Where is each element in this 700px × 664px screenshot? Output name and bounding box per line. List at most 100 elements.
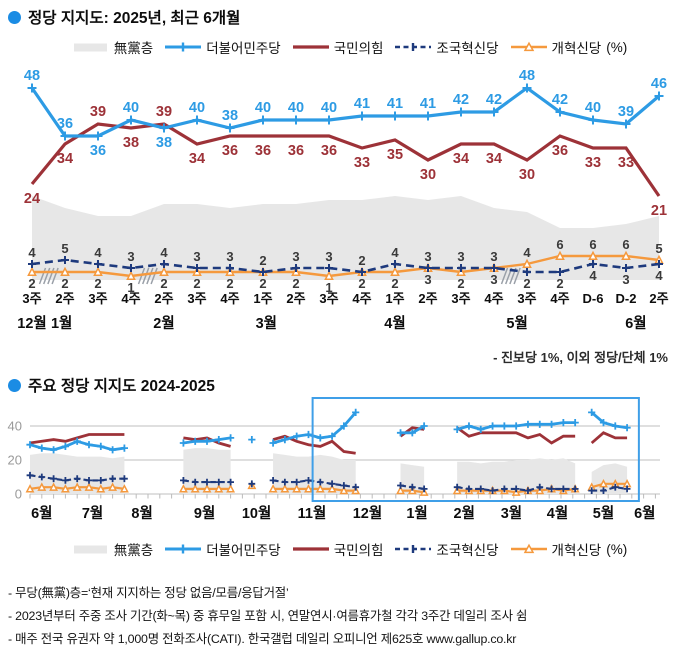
- svg-text:35: 35: [387, 147, 403, 163]
- svg-text:2월: 2월: [454, 505, 475, 522]
- svg-text:6월: 6월: [634, 505, 655, 522]
- svg-text:34: 34: [189, 151, 205, 167]
- chart2-canvas: 40 20 0 6월 7월 8월 9월 10월 11월 12월 1월 2월 3월 4월 5월 6월: [8, 397, 660, 522]
- svg-text:2주: 2주: [154, 291, 173, 306]
- legend-swatch-icon: [73, 545, 107, 554]
- recent-6-months-highlight-box: [311, 397, 640, 502]
- svg-text:4주: 4주: [220, 291, 239, 306]
- svg-text:34: 34: [486, 151, 502, 167]
- chart2-segment: [268, 408, 361, 495]
- chart2-segment: [178, 434, 236, 494]
- main-value-labels: 48 24 36 34 36 39 40 38 38 39 40 34 38 36 40 36 40 36 40 36…: [24, 68, 667, 219]
- legend-item-4: 조국혁신당: [395, 37, 499, 57]
- legend-label: 조국혁신당: [436, 543, 499, 558]
- svg-text:40: 40: [255, 100, 271, 116]
- svg-text:48: 48: [519, 68, 535, 84]
- svg-text:30: 30: [420, 167, 436, 183]
- chart1-legend: 無黨층 더불어민주당 국민의힘 조국혁신당 개혁신당 (%): [0, 37, 700, 57]
- svg-text:4월: 4월: [384, 315, 405, 332]
- svg-text:36: 36: [288, 143, 304, 159]
- svg-text:4주: 4주: [484, 291, 503, 306]
- svg-text:4: 4: [655, 268, 663, 283]
- svg-text:3주: 3주: [319, 291, 338, 306]
- svg-text:2: 2: [259, 253, 266, 268]
- svg-text:6: 6: [556, 237, 563, 252]
- svg-text:2: 2: [160, 276, 167, 291]
- legend-label: 개혁신당: [551, 543, 602, 558]
- svg-text:6월: 6월: [31, 505, 52, 522]
- svg-text:33: 33: [354, 155, 370, 171]
- svg-text:8월: 8월: [131, 505, 152, 522]
- svg-text:1: 1: [127, 280, 134, 295]
- svg-text:3: 3: [325, 249, 332, 264]
- svg-text:2주: 2주: [286, 291, 305, 306]
- footnote-line: - 무당(無黨)층=‘현재 지지하는 정당 없음/모름/응답거절’: [8, 586, 289, 600]
- svg-text:40: 40: [288, 100, 304, 116]
- legend-swatch-icon: [165, 42, 202, 52]
- svg-text:4: 4: [160, 245, 168, 260]
- chart2-legend: 無黨층 더불어민주당 국민의힘 조국혁신당 개혁신당 (%): [0, 539, 700, 559]
- svg-text:48: 48: [24, 68, 40, 84]
- svg-text:2주: 2주: [418, 291, 437, 306]
- survey-break-hatch-icon: [38, 267, 59, 285]
- svg-text:2: 2: [391, 276, 398, 291]
- svg-text:4주: 4주: [550, 291, 569, 306]
- legend-swatch-icon: [395, 545, 432, 553]
- legend-label: 개혁신당: [551, 41, 602, 56]
- svg-text:21: 21: [651, 203, 667, 219]
- svg-text:1월: 1월: [406, 505, 427, 522]
- svg-text:4: 4: [94, 245, 102, 260]
- svg-text:2주: 2주: [649, 291, 668, 306]
- svg-text:3: 3: [292, 249, 299, 264]
- svg-text:7월: 7월: [82, 505, 103, 522]
- svg-text:40: 40: [189, 100, 205, 116]
- rebuilding-korea-series: [28, 256, 663, 276]
- chart1-x-axis-labels: 3주 2주 3주 4주 2주 3주 4주 1주 2주 3주 4주 1주 2주 3주 4주 3주 4주 D-6 D-2…: [17, 291, 668, 332]
- legend-swatch-icon: [510, 543, 547, 554]
- svg-text:3주: 3주: [187, 291, 206, 306]
- legend-item-1: 無黨층: [73, 539, 153, 559]
- legend-label: 더불어민주당: [206, 543, 281, 558]
- minor-value-labels: 4 2 5 2 4 2 3 1 4 2 3 2 3 2 2 2 3 2 3 1 2 2 4 2 3 3 3 2 3 3 4 2 6 2 6 4 6 3 5 4: [28, 237, 663, 295]
- svg-text:12월: 12월: [353, 505, 382, 522]
- svg-text:6: 6: [589, 237, 596, 252]
- legend-item-2: 더불어민주당: [165, 539, 281, 559]
- svg-text:30: 30: [519, 167, 535, 183]
- svg-text:1: 1: [325, 280, 332, 295]
- svg-text:4월: 4월: [547, 505, 568, 522]
- legend-unit: (%): [606, 39, 628, 55]
- svg-text:42: 42: [486, 92, 502, 108]
- svg-text:36: 36: [90, 143, 106, 159]
- footnote-line: - 2023년부터 주중 조사 기간(화~목) 중 휴무일 포함 시, 연말연시…: [8, 609, 528, 624]
- svg-text:3: 3: [490, 249, 497, 264]
- legend-item-5: 개혁신당: [510, 37, 602, 57]
- svg-text:2: 2: [358, 253, 365, 268]
- svg-text:3: 3: [490, 272, 497, 287]
- legend-swatch-icon: [292, 45, 329, 49]
- svg-text:38: 38: [222, 108, 238, 124]
- svg-text:6: 6: [622, 237, 629, 252]
- ppp-series: [30, 122, 661, 197]
- svg-text:4주: 4주: [352, 291, 371, 306]
- svg-text:1월: 1월: [51, 315, 72, 332]
- svg-text:38: 38: [156, 135, 172, 151]
- svg-text:46: 46: [651, 76, 667, 92]
- svg-text:5월: 5월: [593, 505, 614, 522]
- svg-text:36: 36: [552, 143, 568, 159]
- svg-text:41: 41: [354, 96, 370, 112]
- chart2-title: 주요 정당 지지도 2024-2025: [28, 378, 215, 395]
- footnotes: - 무당(無黨)층=‘현재 지지하는 정당 없음/모름/응답거절’ - 2023…: [8, 582, 700, 651]
- svg-text:3주: 3주: [517, 291, 536, 306]
- svg-text:3: 3: [457, 249, 464, 264]
- svg-text:3: 3: [127, 249, 134, 264]
- svg-text:39: 39: [156, 104, 172, 120]
- legend-swatch-icon: [292, 547, 329, 551]
- reform-party-series: [27, 250, 664, 280]
- legend-item-5: 개혁신당: [510, 539, 602, 559]
- svg-text:5: 5: [61, 241, 68, 256]
- svg-text:2: 2: [61, 276, 68, 291]
- svg-text:40: 40: [123, 100, 139, 116]
- svg-text:3주: 3주: [22, 291, 41, 306]
- legend-item-3: 국민의힘: [292, 37, 383, 57]
